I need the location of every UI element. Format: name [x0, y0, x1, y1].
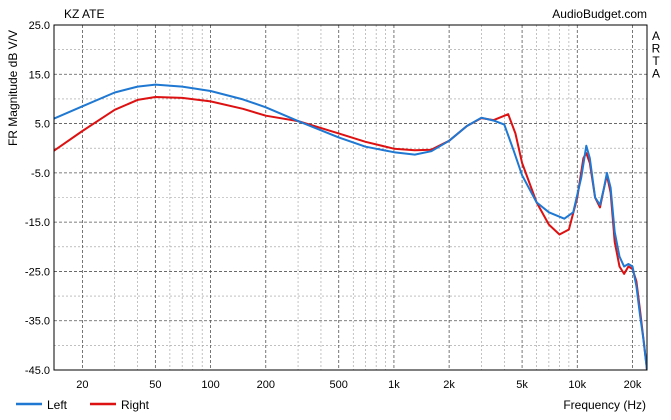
x-tick-label: 50	[149, 379, 161, 391]
series-line-left	[54, 83, 647, 370]
series-layer	[54, 83, 647, 370]
y-tick-label: -25.0	[25, 266, 50, 278]
x-axis-label: Frequency (Hz)	[563, 398, 646, 412]
y-tick-label: -35.0	[25, 316, 50, 328]
x-tick-labels: 20 50 100 200 500 1k 2k 5k 10k 20k	[76, 379, 642, 391]
legend-label-right: Right	[121, 398, 150, 412]
x-tick-label: 200	[257, 379, 275, 391]
major-gridlines	[54, 24, 647, 371]
side-label-letter: R	[652, 42, 661, 56]
y-tick-label: -15.0	[25, 217, 50, 229]
chart-title: KZ ATE	[64, 7, 104, 21]
x-tick-label: 20	[76, 379, 88, 391]
x-tick-label: 20k	[624, 379, 642, 391]
x-tick-label: 1k	[388, 379, 400, 391]
y-tick-label: -45.0	[25, 365, 50, 377]
side-label-letter: A	[652, 29, 660, 43]
x-tick-label: 500	[330, 379, 348, 391]
y-axis-label: FR Magnitude dB V/V	[6, 30, 20, 146]
x-tick-label: 10k	[568, 379, 586, 391]
y-tick-label: 15.0	[29, 69, 50, 81]
y-tick-label: -5.0	[31, 168, 50, 180]
y-tick-label: 5.0	[35, 119, 50, 131]
minor-gridlines	[54, 25, 647, 370]
side-label-letter: A	[652, 67, 660, 81]
y-tick-labels: 25.0 15.0 5.0 -5.0 -15.0 -25.0 -35.0 -45.0	[25, 20, 50, 377]
watermark-text: AudioBudget.com	[552, 7, 647, 21]
y-tick-label: 25.0	[29, 20, 50, 32]
x-tick-label: 5k	[516, 379, 528, 391]
series-line-right	[54, 96, 647, 370]
side-label-letter: T	[652, 54, 660, 68]
x-tick-label: 100	[201, 379, 219, 391]
legend: Left Right	[16, 398, 150, 412]
x-tick-label: 2k	[443, 379, 455, 391]
legend-label-left: Left	[47, 398, 68, 412]
plot-frame	[53, 24, 648, 371]
